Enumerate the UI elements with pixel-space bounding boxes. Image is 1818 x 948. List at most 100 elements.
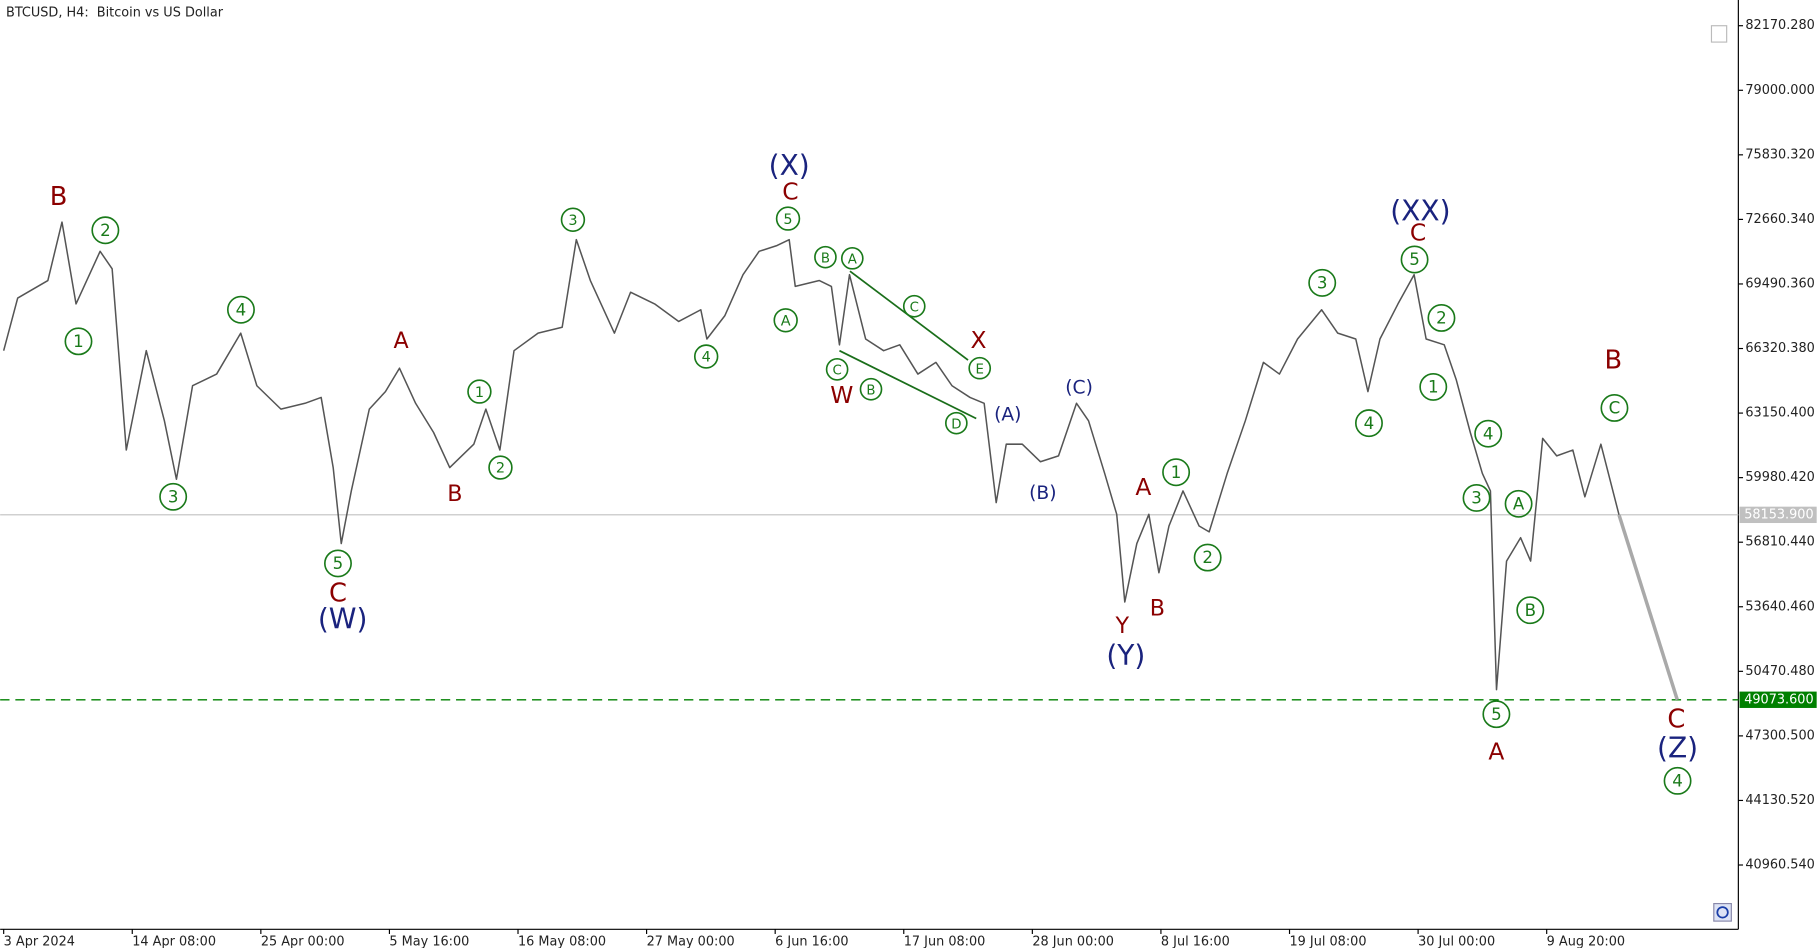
wave-label-circle <box>1600 393 1629 422</box>
wave-label: C <box>910 300 919 315</box>
wave-label-circle <box>467 379 492 404</box>
wave-label: C <box>782 177 798 205</box>
wave-label: 4 <box>1364 414 1375 433</box>
x-tick-label: 25 Apr 00:00 <box>261 935 345 948</box>
wave-label: 1 <box>475 385 484 401</box>
wave-label-circle <box>825 358 849 381</box>
wave-label: (C) <box>1065 378 1093 399</box>
x-tick-label: 19 Jul 08:00 <box>1290 935 1367 948</box>
wave-label: (X) <box>769 149 810 182</box>
wave-label: (Y) <box>1106 639 1145 672</box>
wave-label: C <box>1410 218 1426 246</box>
x-tick-label: 16 May 08:00 <box>518 935 606 948</box>
wave-label-circle <box>840 246 864 270</box>
x-tick-label: 8 Jul 16:00 <box>1161 935 1230 948</box>
wave-label-circle <box>1516 596 1545 625</box>
wave-label: (W) <box>318 603 368 636</box>
wave-label: C <box>1667 705 1685 735</box>
wave-label-circle <box>968 356 992 380</box>
toolbar-icon[interactable] <box>1713 902 1732 922</box>
wave-label: B <box>1150 596 1165 622</box>
wave-label-circle <box>324 549 352 578</box>
y-tick-label: 59980.420 <box>1745 470 1814 485</box>
wave-label: 4 <box>1483 424 1494 443</box>
wave-label: 2 <box>1202 548 1213 567</box>
wave-label: C <box>832 364 841 379</box>
wave-label: 2 <box>1436 309 1447 328</box>
wave-label-circle <box>91 216 120 245</box>
y-tick-label: 56810.440 <box>1745 535 1814 550</box>
wave-label-circle <box>1427 303 1456 332</box>
y-tick-label: 82170.280 <box>1745 18 1814 33</box>
wave-label: 5 <box>783 212 792 228</box>
wave-label-circle <box>64 327 93 356</box>
wave-label-circle <box>1355 409 1383 438</box>
x-tick-label: 6 Jun 16:00 <box>775 935 848 948</box>
x-tick-label: 3 Apr 2024 <box>4 935 75 948</box>
wave-label: A <box>1135 473 1151 501</box>
wave-label-circle <box>226 295 255 324</box>
x-tick-label: 27 May 00:00 <box>647 935 735 948</box>
chart-title: BTCUSD, H4: Bitcoin vs US Dollar <box>6 5 224 20</box>
wave-label: 5 <box>333 554 344 573</box>
wave-label: A <box>394 328 409 354</box>
wave-label: 3 <box>1471 489 1482 508</box>
wave-label: B <box>821 251 830 266</box>
trend-line <box>839 349 977 420</box>
wave-label: A <box>848 253 857 268</box>
wave-label-circle <box>159 482 188 511</box>
wave-label: A <box>781 313 791 329</box>
wave-label: 4 <box>1672 772 1683 791</box>
wave-label-circle <box>945 411 968 435</box>
y-tick-label: 69490.360 <box>1745 276 1814 291</box>
wave-label: (Z) <box>1657 731 1698 764</box>
x-tick-label: 9 Aug 20:00 <box>1547 935 1625 948</box>
toolbar-icon[interactable] <box>1710 25 1728 43</box>
x-tick-label: 5 May 16:00 <box>389 935 469 948</box>
wave-label-circle <box>1663 766 1692 795</box>
wave-label-circle <box>775 206 801 231</box>
wave-label: 1 <box>1171 463 1182 482</box>
price-label-box <box>1739 506 1817 524</box>
wave-label-circle <box>1504 489 1533 518</box>
x-tick-label: 14 Apr 08:00 <box>132 935 216 948</box>
x-tick-label: 28 Jun 00:00 <box>1032 935 1114 948</box>
wave-label: W <box>830 381 853 409</box>
wave-label: 1 <box>73 332 84 351</box>
y-tick-label: 53640.460 <box>1745 599 1814 614</box>
forecast-line <box>1617 514 1679 701</box>
wave-label: 2 <box>100 221 111 240</box>
wave-label-circle <box>902 294 926 318</box>
wave-label-circle <box>693 344 719 369</box>
wave-label: B <box>1525 601 1536 620</box>
wave-label-circle <box>773 308 798 333</box>
y-tick-label: 40960.540 <box>1745 858 1814 873</box>
wave-label: 1 <box>1428 378 1439 397</box>
wave-label: 3 <box>568 213 577 229</box>
wave-label: (XX) <box>1390 195 1450 228</box>
wave-label: C <box>329 578 347 608</box>
toolbar-icon-glyph <box>1716 906 1729 919</box>
wave-label: Y <box>1115 613 1130 639</box>
wave-label: 3 <box>1317 274 1328 293</box>
wave-label-circle <box>814 245 837 269</box>
y-tick-label: 72660.340 <box>1745 212 1814 227</box>
wave-label: A <box>1488 737 1504 765</box>
wave-label-circle <box>1193 543 1222 572</box>
wave-label: 5 <box>1491 705 1502 724</box>
wave-label-circle <box>488 455 513 480</box>
wave-label: A <box>1513 494 1525 513</box>
wave-label: 3 <box>168 487 179 506</box>
wave-label: 5 <box>1409 250 1420 269</box>
wave-label: B <box>447 481 462 507</box>
wave-label-circle <box>1462 483 1491 512</box>
wave-label: B <box>50 182 68 212</box>
y-tick-label: 47300.500 <box>1745 728 1814 743</box>
wave-label: C <box>1609 399 1621 418</box>
x-tick-label: 30 Jul 00:00 <box>1418 935 1495 948</box>
y-tick-label: 63150.400 <box>1745 406 1814 421</box>
y-tick-label: 75830.320 <box>1745 147 1814 162</box>
wave-label-circle <box>1482 700 1511 729</box>
y-tick-label: 66320.380 <box>1745 341 1814 356</box>
